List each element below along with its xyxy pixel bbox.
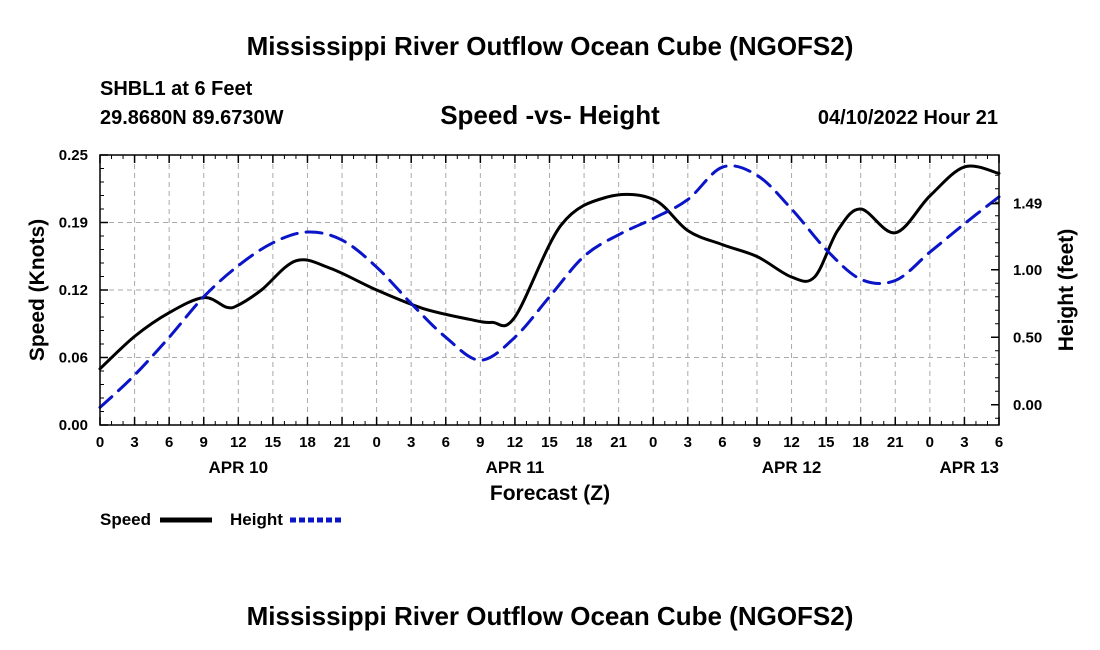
grid <box>99 154 1000 426</box>
y2-axis-label: Height (feet) <box>1055 229 1078 352</box>
x-tick-label: 9 <box>200 434 208 451</box>
y2-tick-label: 0.00 <box>1013 397 1042 414</box>
x-tick-label: 15 <box>265 434 282 451</box>
x-tick-label: 18 <box>576 434 593 451</box>
x-tick-label: 6 <box>995 434 1003 451</box>
y2-tick-label: 1.49 <box>1013 196 1042 213</box>
x-tick-label: 0 <box>926 434 934 451</box>
x-date-label: APR 13 <box>939 458 999 477</box>
x-tick-label: 0 <box>649 434 657 451</box>
x-tick-label: 3 <box>960 434 968 451</box>
station-label: SHBL1 at 6 Feet <box>100 78 253 100</box>
legend: Speed Height <box>100 510 342 529</box>
y-axis-right: 0.00 0.50 1.00 1.49 <box>991 174 1042 419</box>
x-tick-label: 0 <box>372 434 380 451</box>
x-tick-label: 12 <box>230 434 247 451</box>
x-tick-label: 6 <box>165 434 173 451</box>
x-tick-label: 18 <box>852 434 869 451</box>
y-tick-label: 0.25 <box>59 147 88 164</box>
location-label: 29.8680N 89.6730W <box>100 107 284 129</box>
x-tick-label: 9 <box>476 434 484 451</box>
x-tick-label: 12 <box>507 434 524 451</box>
series-line-speed <box>98 164 1001 371</box>
x-date-label: APR 11 <box>486 458 545 477</box>
series-line-height <box>98 164 1001 409</box>
x-date-label: APR 12 <box>762 458 822 477</box>
x-tick-label: 21 <box>334 434 351 451</box>
x-tick-label: 3 <box>130 434 138 451</box>
x-tick-label: 3 <box>684 434 692 451</box>
legend-label-speed: Speed <box>100 510 151 529</box>
x-tick-label: 12 <box>783 434 800 451</box>
run-time-label: 04/10/2022 Hour 21 <box>818 107 998 129</box>
legend-label-height: Height <box>230 510 283 529</box>
x-tick-label: 0 <box>96 434 104 451</box>
x-axis: 0 3 6 9 12 15 18 21 0 3 6 9 12 15 18 21 0 3 6 9 12 15 18 21 0 3 6 A… <box>96 155 1003 477</box>
y-tick-label: 0.00 <box>59 417 88 434</box>
plot-series <box>98 164 1001 409</box>
x-tick-label: 6 <box>442 434 450 451</box>
bottom-title: Mississippi River Outflow Ocean Cube (NG… <box>247 601 854 631</box>
x-tick-label: 21 <box>610 434 627 451</box>
main-title: Mississippi River Outflow Ocean Cube (NG… <box>247 31 854 61</box>
y-tick-label: 0.12 <box>59 282 88 299</box>
y2-tick-label: 0.50 <box>1013 329 1042 346</box>
y-axis-left: 0.00 0.06 0.12 0.19 0.25 <box>59 147 108 434</box>
chart-title: Speed -vs- Height <box>440 100 660 130</box>
x-tick-label: 15 <box>818 434 835 451</box>
y2-tick-label: 1.00 <box>1013 262 1042 279</box>
x-tick-label: 9 <box>753 434 761 451</box>
x-tick-label: 18 <box>299 434 316 451</box>
x-tick-label: 15 <box>541 434 558 451</box>
y-tick-label: 0.06 <box>59 350 88 367</box>
x-axis-label: Forecast (Z) <box>490 482 610 505</box>
x-tick-label: 21 <box>887 434 904 451</box>
y-tick-label: 0.19 <box>59 215 88 232</box>
y-axis-label: Speed (Knots) <box>26 219 49 361</box>
x-tick-label: 3 <box>407 434 415 451</box>
x-date-label: APR 10 <box>209 458 269 477</box>
x-tick-label: 6 <box>718 434 726 451</box>
